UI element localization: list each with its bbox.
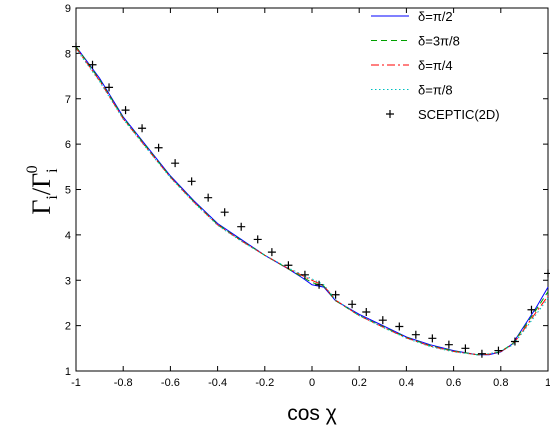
x-tick-label: -0.2 [255,377,274,389]
sceptic-point [267,248,276,257]
sceptic-point [220,208,229,217]
sceptic-point [348,300,357,309]
x-tick-label: 1 [545,377,550,389]
sceptic-point [284,261,293,270]
y-label-gamma-2: Γ [27,173,56,188]
y-tick-label: 7 [65,94,71,106]
sceptic-point [494,346,503,355]
legend-label: δ=π/8 [418,83,453,98]
legend-label: δ=π/4 [418,58,453,73]
y-label-sup-0: 0 [24,165,41,173]
y-tick-label: 8 [65,48,71,60]
sceptic-point [138,124,147,133]
x-tick-label: 0.2 [352,377,367,389]
x-tick-label: 0 [309,377,315,389]
y-label-sub-i: i [44,195,61,200]
sceptic-point [527,305,536,314]
x-tick-label: -0.4 [208,377,227,389]
legend-label: δ=3π/8 [418,34,460,49]
sceptic-point [237,222,246,231]
y-label-sub-i-2: i [44,168,61,173]
y-tick-label: 5 [65,185,71,197]
sceptic-point [88,60,97,69]
x-tick-label: -0.6 [161,377,180,389]
sceptic-point [187,177,196,186]
sceptic-point [510,337,519,346]
sceptic-point [331,290,340,299]
x-axis-label: cos χ [287,402,337,425]
series-markers [72,42,550,358]
x-tick-label: -1 [71,377,81,389]
plot-area [75,7,549,372]
y-axis-label: Γi/Γi0 [24,165,61,214]
sceptic-point [395,322,404,331]
x-tick-label: 0.8 [493,377,508,389]
sceptic-point [171,159,180,168]
y-label-slash: / [27,187,56,195]
legend-label: SCEPTIC(2D) [418,107,500,122]
axes: -1 -0.8 -0.6 -0.4 -0.2 0 0.2 0.4 0.6 0.8 1 1 2 3 4 5 6 7 8… [65,3,550,389]
x-tick-label: 0.4 [399,377,414,389]
sceptic-point [154,143,163,152]
sceptic-point [105,83,114,92]
sceptic-point [315,280,324,289]
legend-label: δ=π/2 [418,9,453,24]
y-tick-label: 3 [65,275,71,287]
sceptic-point [477,349,486,358]
y-tick-label: 2 [65,321,71,333]
sceptic-point [461,344,470,353]
sceptic-point [444,340,453,349]
sceptic-point [121,106,130,115]
legend: δ=π/2 δ=3π/8 δ=π/4 δ=π/8 SCEPTIC(2D) [371,9,500,122]
sceptic-point [411,330,420,339]
y-tick-label: 9 [65,3,71,15]
sceptic-point [72,42,80,51]
y-tick-label: 4 [65,230,71,242]
legend-swatch-marker [386,110,394,118]
sceptic-point [378,316,387,325]
x-tick-label: 0.6 [446,377,461,389]
sceptic-point [253,235,262,244]
y-tick-label: 1 [65,366,71,378]
sceptic-point [300,270,309,279]
y-tick-label: 6 [65,139,71,151]
y-label-gamma: Γ [27,200,56,215]
sceptic-point [362,308,371,317]
sceptic-point [428,334,437,343]
sceptic-point [544,269,550,278]
sceptic-point [204,193,213,202]
x-tick-label: -0.8 [114,377,133,389]
